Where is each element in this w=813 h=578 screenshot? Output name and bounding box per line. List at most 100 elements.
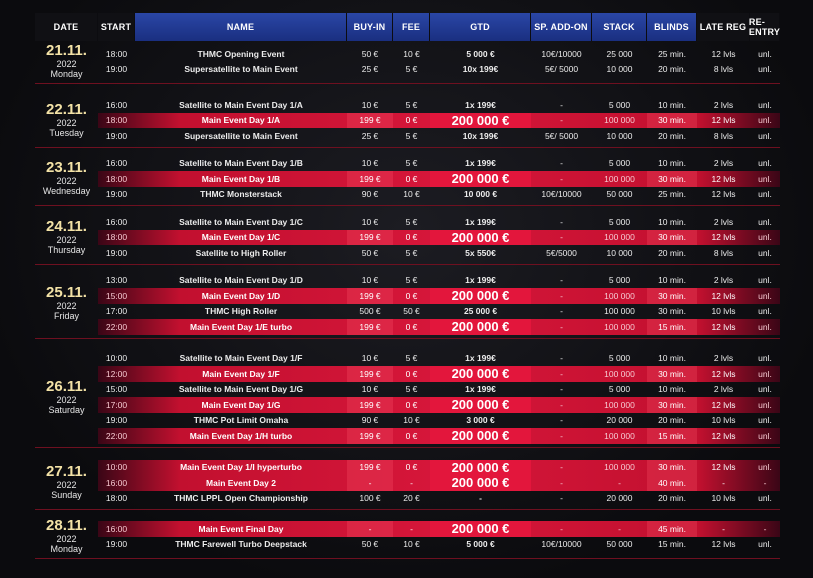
event-blinds: 15 min. — [658, 539, 686, 550]
event-re-entry: unl. — [758, 462, 772, 473]
day-events: 10:00 Main Event Day 1/I hyperturbo 199 € 0… — [98, 459, 780, 507]
event-stack: 10 000 — [606, 130, 633, 141]
event-fee: 0 € — [405, 173, 418, 184]
day-date-cell: 21.11. 2022 Monday — [35, 43, 98, 80]
event-name: Satellite to Main Event Day 1/D — [179, 275, 303, 286]
day-year: 2022 — [56, 117, 77, 128]
day-weekday: Thursday — [47, 244, 86, 255]
event-fee: - — [410, 523, 413, 534]
event-sp-addon: - — [560, 368, 563, 379]
event-row: 19:00 Satellite to High Roller 50 € 5 € 5x 5… — [98, 245, 780, 261]
event-blinds: 10 min. — [658, 275, 686, 286]
event-name: THMC High Roller — [204, 306, 278, 317]
day-year: 2022 — [56, 301, 77, 311]
event-fee: 10 € — [403, 189, 420, 200]
event-sp-addon: - — [560, 173, 563, 184]
event-fee: 0 € — [405, 368, 418, 379]
event-name: THMC Farewell Turbo Deepstack — [175, 539, 307, 550]
event-row: 19:00 Supersatellite to Main Event 25 € 5 €… — [98, 62, 780, 78]
event-buyin: - — [347, 521, 393, 537]
event-start: 16:00 — [105, 99, 128, 110]
event-gtd: 5 000 € — [466, 539, 495, 550]
day-block: 21.11. 2022 Monday 18:00 THMC Opening Event 5… — [35, 43, 780, 84]
day-weekday: Saturday — [48, 404, 85, 415]
event-sp-addon: - — [560, 321, 563, 332]
event-sp-addon: - — [560, 353, 563, 364]
event-stack: - — [618, 523, 621, 534]
event-name: Main Event Day 2 — [206, 477, 276, 488]
event-re-entry: unl. — [758, 353, 772, 364]
event-stack: 100 000 — [604, 290, 635, 301]
event-fee: 5 € — [405, 353, 418, 364]
event-buyin: 199 € — [347, 366, 393, 382]
event-start: 13:00 — [105, 275, 128, 286]
event-buyin: 10 € — [361, 384, 379, 395]
event-start: 19:00 — [105, 189, 128, 200]
event-row: 16:00 Satellite to Main Event Day 1/B 10 €… — [98, 156, 780, 172]
header-start: START — [98, 13, 135, 41]
event-start: 18:00 — [105, 115, 128, 126]
main-event-row: 16:00 Main Event Final Day - - 200 000 € - - 45… — [98, 521, 780, 537]
event-stack: 5 000 — [608, 158, 631, 169]
event-sp-addon: - — [560, 290, 563, 301]
event-buyin: 25 € — [361, 130, 379, 141]
event-start: 18:00 — [105, 48, 128, 59]
event-gtd: - — [479, 493, 482, 504]
event-buyin: 199 € — [347, 397, 393, 413]
event-re-entry: unl. — [758, 275, 772, 286]
event-re-entry: unl. — [758, 290, 772, 301]
event-row: 19:00 THMC Monsterstack 90 € 10 € 10 000 € 10… — [98, 187, 780, 203]
event-start: 19:00 — [105, 64, 128, 75]
event-name: THMC Monsterstack — [200, 189, 282, 200]
event-sp-addon: 5€/ 5000 — [544, 64, 579, 75]
day-date: 24.11. — [46, 217, 87, 235]
event-re-entry: unl. — [758, 321, 772, 332]
event-gtd: 200 000 € — [430, 319, 531, 335]
event-fee: 0 € — [405, 321, 418, 332]
event-blinds: 10 min. — [658, 384, 686, 395]
event-blinds: 15 min. — [647, 319, 697, 335]
event-blinds: 30 min. — [647, 229, 697, 245]
event-gtd: 200 000 € — [430, 171, 531, 187]
day-events: 16:00 Satellite to Main Event Day 1/A 10 €… — [98, 97, 780, 144]
event-start: 17:00 — [105, 306, 128, 317]
event-name: Satellite to Main Event Day 1/C — [179, 216, 303, 227]
day-date-cell: 25.11. 2022 Friday — [35, 273, 98, 335]
event-gtd: 1x 199€ — [465, 275, 496, 286]
event-blinds: 20 min. — [658, 64, 686, 75]
event-start: 10:00 — [105, 353, 128, 364]
event-row: 13:00 Satellite to Main Event Day 1/D 10 €… — [98, 273, 780, 289]
event-sp-addon: - — [560, 115, 563, 126]
event-sp-addon: - — [560, 523, 563, 534]
event-name: Satellite to Main Event Day 1/G — [178, 384, 304, 395]
event-fee: 0 € — [405, 399, 418, 410]
event-stack: 5 000 — [608, 216, 631, 227]
event-re-entry: unl. — [758, 115, 772, 126]
event-name: Main Event Day 1/F — [202, 368, 280, 379]
event-stack: 100 000 — [604, 232, 635, 243]
event-buyin: 10 € — [361, 216, 379, 227]
event-late-reg: 2 lvls — [713, 216, 734, 227]
event-start: 16:00 — [105, 216, 128, 227]
event-blinds: 10 min. — [658, 353, 686, 364]
event-late-reg: 2 lvls — [713, 384, 734, 395]
day-block: 24.11. 2022 Thursday 16:00 Satellite to Main… — [35, 208, 780, 265]
event-re-entry: unl. — [758, 216, 772, 227]
event-blinds: 30 min. — [647, 171, 697, 187]
main-event-row: 22:00 Main Event Day 1/E turbo 199 € 0 € 200… — [98, 319, 780, 335]
day-events: 10:00 Satellite to Main Event Day 1/F 10 €… — [98, 351, 780, 444]
header-stack: STACK — [592, 13, 647, 41]
event-blinds: 15 min. — [647, 428, 697, 444]
event-name: Main Event Day 1/I hyperturbo — [180, 462, 302, 473]
header-sp-addon: SP. ADD-ON — [531, 13, 592, 41]
event-late-reg: 2 lvls — [713, 275, 734, 286]
event-stack: 100 000 — [604, 368, 635, 379]
event-gtd: 1x 199€ — [465, 353, 496, 364]
day-date-cell: 24.11. 2022 Thursday — [35, 214, 98, 261]
event-fee: 5 € — [405, 247, 418, 258]
day-year: 2022 — [56, 394, 77, 405]
event-start: 18:00 — [105, 173, 128, 184]
event-gtd: 25 000 € — [463, 306, 498, 317]
event-late-reg: 12 lvls — [711, 321, 736, 332]
event-gtd: 200 000 € — [430, 459, 531, 475]
